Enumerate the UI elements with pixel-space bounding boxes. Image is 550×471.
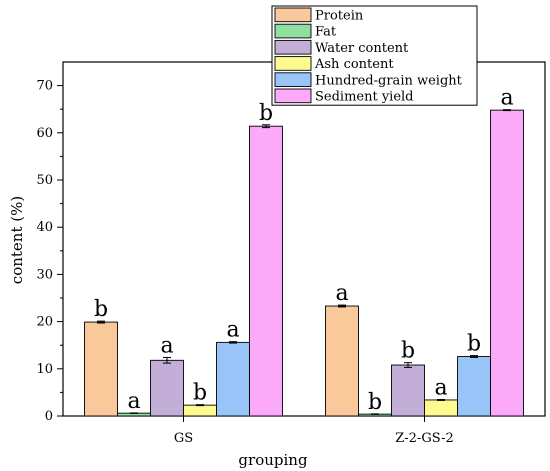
bar [84, 321, 118, 417]
legend-label: Ash content [314, 57, 394, 72]
bar [150, 359, 184, 417]
legend-label: Protein [315, 9, 364, 24]
bar [249, 125, 283, 417]
y-tick-label: 10 [36, 362, 53, 377]
y-tick-label: 30 [36, 267, 53, 282]
significance-label: b [368, 390, 382, 415]
x-tick-label: Z-2-GS-2 [395, 431, 454, 446]
significance-label: b [467, 332, 481, 357]
bar [216, 341, 250, 417]
significance-label: a [226, 318, 239, 343]
significance-label: a [127, 389, 140, 414]
significance-label: b [401, 339, 415, 364]
legend-swatch [274, 7, 312, 23]
legend-swatch [274, 23, 312, 39]
legend-swatch [274, 39, 312, 55]
bar [457, 356, 491, 417]
y-tick-label: 70 [36, 79, 53, 94]
significance-label: a [335, 281, 348, 306]
significance-label: b [94, 297, 108, 322]
x-tick-label: GS [174, 431, 193, 446]
y-tick-label: 0 [45, 409, 53, 424]
legend-label: Fat [315, 25, 337, 40]
bar [424, 399, 458, 417]
x-axis-label: grouping [238, 451, 308, 469]
y-tick-label: 50 [36, 173, 53, 188]
legend-swatch [274, 72, 312, 87]
legend-label: Water content [315, 41, 409, 56]
significance-label: b [193, 381, 207, 406]
legend-swatch [274, 56, 312, 71]
significance-label: a [434, 375, 447, 400]
bar [391, 364, 425, 417]
y-tick-label: 40 [36, 220, 53, 235]
y-tick-label: 60 [36, 126, 53, 141]
significance-label: a [500, 86, 513, 111]
significance-label: a [160, 333, 173, 358]
bar [490, 109, 524, 417]
y-tick-label: 20 [36, 315, 53, 330]
legend-label: Hundred-grain weight [315, 73, 463, 88]
legend-swatch [274, 88, 312, 104]
significance-label: b [259, 101, 273, 126]
bar [325, 305, 359, 417]
bar [183, 404, 217, 417]
legend-label: Sediment yield [315, 90, 414, 105]
y-axis-label: content (%) [8, 196, 26, 284]
